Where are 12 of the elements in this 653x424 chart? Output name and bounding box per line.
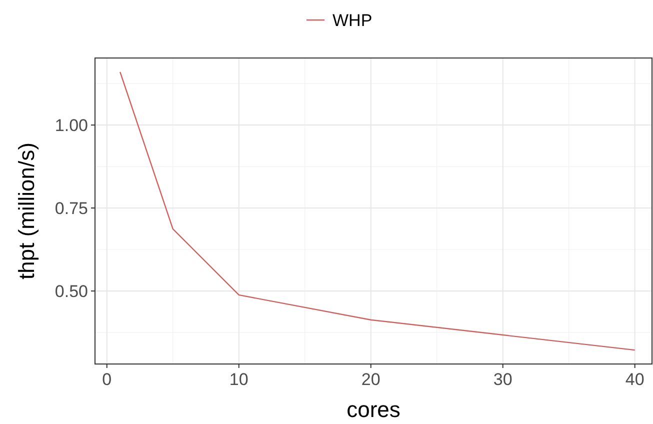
x-tick-label: 40 (625, 370, 644, 389)
x-axis-title: cores (346, 397, 400, 422)
y-tick-label: 1.00 (54, 116, 88, 135)
x-tick-label: 30 (493, 370, 512, 389)
y-tick-label: 0.75 (54, 198, 88, 218)
x-tick-label: 10 (229, 370, 248, 389)
line-series (119, 71, 636, 351)
y-tick-label: 0.50 (54, 282, 88, 301)
x-tick-label: 0 (102, 370, 112, 389)
x-tick-label: 20 (361, 370, 380, 389)
legend-label: WHP (332, 10, 372, 30)
y-axis-title: thpt (million/s) (14, 142, 39, 280)
